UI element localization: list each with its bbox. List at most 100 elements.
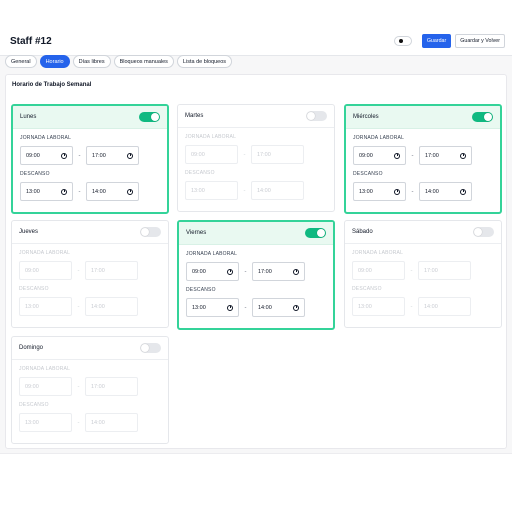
day-card-header: Domingo [12, 337, 168, 360]
save-button[interactable]: Guardar [421, 34, 452, 48]
day-card-header: Miércoles [346, 106, 500, 129]
work-start-input[interactable]: 09:00 [186, 262, 239, 281]
break-start-input-value: 13:00 [358, 303, 372, 310]
break-start-input-value: 13:00 [25, 303, 39, 310]
clock-icon [127, 152, 133, 159]
work-label: JORNADA LABORAL [19, 250, 71, 256]
work-end-input: 17:00 [85, 377, 138, 396]
break-start-input: 13:00 [19, 413, 72, 432]
work-time-row: 09:00 - 17:00 [19, 261, 161, 280]
save-and-back-button[interactable]: Guardar y Volver [455, 34, 505, 48]
day-enabled-toggle[interactable] [473, 227, 494, 237]
day-name: Domingo [19, 345, 44, 351]
tab-general[interactable]: General [5, 55, 37, 68]
clock-icon [127, 188, 133, 195]
day-enabled-toggle[interactable] [139, 112, 160, 122]
break-start-input-value: 13:00 [25, 419, 39, 426]
day-enabled-toggle[interactable] [305, 228, 326, 238]
work-start-input-value: 09:00 [25, 383, 39, 390]
work-end-input[interactable]: 17:00 [252, 262, 305, 281]
break-time-row: 13:00 - 14:00 [19, 297, 161, 316]
day-enabled-toggle[interactable] [472, 112, 493, 122]
break-start-input[interactable]: 13:00 [186, 298, 239, 317]
clock-icon [61, 152, 67, 159]
tab-horario[interactable]: Horario [39, 55, 70, 68]
break-end-input: 14:00 [418, 297, 471, 316]
break-time-row: 13:00 - 14:00 [353, 182, 493, 201]
break-time-row: 13:00 - 14:00 [20, 182, 160, 201]
day-enabled-toggle[interactable] [140, 227, 161, 237]
time-separator: - [77, 267, 80, 274]
break-start-input-value: 13:00 [359, 188, 373, 195]
header-actions: Guardar Guardar y Volver [393, 34, 505, 48]
work-time-row: 09:00 - 17:00 [19, 377, 161, 396]
break-label: DESCANSO [186, 287, 216, 293]
work-label: JORNADA LABORAL [19, 366, 71, 372]
work-end-input-value: 17:00 [425, 152, 439, 159]
time-separator: - [411, 152, 414, 159]
work-end-input[interactable]: 17:00 [86, 146, 139, 165]
time-separator: - [411, 188, 414, 195]
clock-icon [293, 268, 299, 275]
break-end-input: 14:00 [85, 297, 138, 316]
day-enabled-toggle[interactable] [140, 343, 161, 353]
day-card-header: Lunes [13, 106, 167, 129]
break-end-input[interactable]: 14:00 [86, 182, 139, 201]
time-separator: - [243, 187, 246, 194]
break-end-input[interactable]: 14:00 [252, 298, 305, 317]
day-card-domingo: Domingo JORNADA LABORAL 09:00 - 17:00 DE… [11, 336, 169, 444]
time-separator: - [77, 419, 80, 426]
tab-bar: General Horario Días libres Bloqueos man… [5, 55, 233, 68]
work-end-input[interactable]: 17:00 [419, 146, 472, 165]
page-title: Staff #12 [10, 36, 52, 47]
work-end-input-value: 17:00 [91, 383, 105, 390]
break-end-input[interactable]: 14:00 [419, 182, 472, 201]
clock-icon [394, 152, 400, 159]
day-card-body: JORNADA LABORAL 09:00 - 17:00 DESCANSO 1… [12, 360, 168, 443]
tab-bloqueos-manuales[interactable]: Bloqueos manuales [113, 55, 174, 68]
time-separator: - [244, 268, 247, 275]
break-time-row: 13:00 - 14:00 [186, 298, 326, 317]
clock-icon [460, 152, 466, 159]
work-end-input: 17:00 [85, 261, 138, 280]
break-label: DESCANSO [19, 286, 49, 292]
clock-icon [394, 188, 400, 195]
break-start-input[interactable]: 13:00 [353, 182, 406, 201]
break-label: DESCANSO [20, 171, 50, 177]
time-separator: - [78, 188, 81, 195]
work-start-input[interactable]: 09:00 [20, 146, 73, 165]
tab-dias-libres[interactable]: Días libres [72, 55, 111, 68]
work-time-row: 09:00 - 17:00 [185, 145, 327, 164]
break-time-row: 13:00 - 14:00 [352, 297, 494, 316]
work-start-input[interactable]: 09:00 [353, 146, 406, 165]
break-start-input[interactable]: 13:00 [20, 182, 73, 201]
day-name: Miércoles [353, 114, 379, 120]
break-end-input-value: 14:00 [91, 303, 105, 310]
work-end-input: 17:00 [251, 145, 304, 164]
work-label: JORNADA LABORAL [186, 251, 238, 257]
work-label: JORNADA LABORAL [20, 135, 72, 141]
clock-icon [460, 188, 466, 195]
section-title: Horario de Trabajo Semanal [12, 82, 92, 88]
work-time-row: 09:00 - 17:00 [352, 261, 494, 280]
day-card-header: Martes [178, 105, 334, 128]
break-time-row: 13:00 - 14:00 [19, 413, 161, 432]
work-start-input-value: 09:00 [358, 267, 372, 274]
break-start-input: 13:00 [19, 297, 72, 316]
work-start-input: 09:00 [19, 377, 72, 396]
clock-icon [61, 188, 67, 195]
break-start-input-value: 13:00 [26, 188, 40, 195]
break-label: DESCANSO [185, 170, 215, 176]
work-start-input-value: 09:00 [25, 267, 39, 274]
day-enabled-toggle[interactable] [306, 111, 327, 121]
theme-toggle[interactable] [393, 36, 412, 46]
tab-lista-bloqueos[interactable]: Lista de bloqueos [176, 55, 233, 68]
work-end-input-value: 17:00 [424, 267, 438, 274]
time-separator: - [77, 303, 80, 310]
break-start-input: 13:00 [185, 181, 238, 200]
work-time-row: 09:00 - 17:00 [353, 146, 493, 165]
day-name: Jueves [19, 229, 39, 235]
work-end-input-value: 17:00 [92, 152, 106, 159]
break-label: DESCANSO [352, 286, 382, 292]
break-end-input: 14:00 [251, 181, 304, 200]
